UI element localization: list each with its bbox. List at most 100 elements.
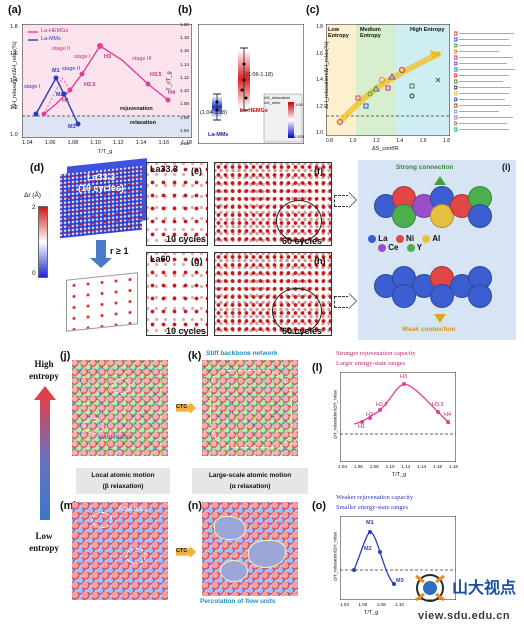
tick: 1.18: [180, 35, 189, 41]
colorbar-lo: 0.925: [294, 134, 305, 139]
arrow-h-to-i-icon: [334, 296, 349, 308]
ctc-arrow-bottom-icon: [176, 546, 196, 558]
legend-mm: La-MMs: [41, 36, 61, 42]
legend-ni: Ni: [406, 234, 415, 243]
tick: 1.14: [135, 140, 147, 146]
point-m2: M2: [56, 92, 64, 98]
panel-b-ylabel: T_r/T_g: [166, 71, 173, 91]
panel-c-legend: [453, 30, 520, 140]
entropy-arrowhead-icon: [34, 386, 56, 400]
middle-left-caption: Local atomic motion (β relaxation): [76, 468, 170, 494]
tick: 1.12: [180, 74, 189, 80]
tick: 1.08: [67, 140, 79, 146]
legend-dot-ni: [395, 234, 404, 243]
panel-o-xlabel: T/T_g: [364, 610, 379, 616]
panel-a-chart: La-HEMGs La-MMs stage I stage II stage I…: [21, 23, 193, 139]
arrow-f-to-i-icon: [334, 195, 349, 207]
strong-connection-label: Strong connection: [396, 164, 454, 171]
tick: 1.06: [353, 464, 363, 469]
panel-label-b: (b): [178, 4, 193, 16]
panel-e-title: La33.3: [150, 164, 179, 174]
point-h35: H3.5: [432, 402, 444, 408]
entropy-arrow-icon: [40, 398, 50, 520]
point-m1: M1: [52, 68, 60, 74]
panel-l-title1: Stronger rejuvenation capacity: [336, 350, 416, 357]
tick: 1.04: [340, 602, 349, 607]
tick: 1.4: [396, 138, 404, 144]
tick: 1.06: [180, 114, 189, 120]
panel-label-h: (h): [314, 256, 326, 266]
tick: 1.16: [433, 464, 443, 469]
panel-label-o: (o): [312, 500, 327, 512]
panel-o-svg: [339, 515, 457, 601]
panel-l-ylabel: ΔH_relaxation/ΔH_relax: [332, 389, 338, 440]
cube-label-text: La33.3 (10 cycles): [77, 172, 125, 193]
label-stage-hemg-2: stage II: [52, 46, 71, 52]
point-h4: H4: [444, 412, 452, 418]
panel-label-a: (a): [8, 4, 22, 16]
panel-m-caption: Flow units: [118, 506, 148, 513]
panel-d-colorbar: [38, 206, 48, 278]
tick: 1.06: [44, 140, 56, 146]
panel-k-title: Stiff backbone network: [206, 350, 278, 357]
legend-dot-y: [406, 243, 415, 252]
point-h2: H2: [366, 412, 374, 418]
tick: 1.4: [10, 78, 18, 84]
tick: 1.08: [376, 602, 386, 607]
panel-g-title: La60: [150, 254, 171, 264]
point-h35: H3.5: [150, 72, 162, 78]
tick: 1.18: [449, 464, 458, 469]
tick: 1.12: [113, 140, 124, 146]
panel-f-cycles: 60 cycles: [282, 236, 323, 246]
tick: 1.6: [10, 51, 18, 57]
tick: 1.10: [180, 88, 189, 94]
panel-j-region: [84, 418, 104, 434]
panel-label-i: (i): [502, 162, 511, 172]
legend-y: Y: [416, 243, 423, 252]
legend-dot-ce: [378, 243, 386, 252]
legend-la: La: [378, 234, 388, 243]
panel-label-n: (n): [188, 500, 203, 512]
panel-label-j: (j): [60, 350, 71, 362]
panel-l-svg: [339, 371, 457, 463]
tick: 1.04: [22, 140, 33, 146]
panel-j: [72, 360, 168, 456]
watermark-text: 山大视点: [452, 578, 517, 597]
down-arrow-weak-icon: [434, 314, 446, 323]
panel-c-chart: Low Entropy Medium Entropy High Entropy: [325, 23, 451, 137]
ctc-label-bottom: CTC: [176, 548, 188, 554]
panel-k-network: [210, 370, 292, 448]
panel-d-cube-label: La33.3 (10 cycles): [68, 172, 134, 194]
legend-ce: Ce: [388, 243, 399, 252]
panel-c-xlabel: ΔS_conf/R: [372, 146, 399, 152]
legend-al: Al: [432, 234, 441, 243]
panel-o-ylabel: ΔH_relaxation/ΔH_relax: [332, 531, 338, 582]
point-h1: H1: [62, 98, 70, 104]
panel-d-cbar-title: Δr (Å): [24, 192, 41, 199]
region-high-entropy: High Entropy: [410, 27, 445, 33]
panel-g-cycles: 10 cycles: [166, 326, 207, 336]
panel-e-cycles: 10 cycles: [166, 234, 207, 244]
panel-l-xticks: 1.04 1.06 1.08 1.10 1.12 1.14 1.16 1.18: [338, 464, 458, 469]
panel-c-yticks: 1.0 1.2 1.4 1.6 1.8: [316, 24, 323, 136]
tick: 1.18: [181, 140, 192, 146]
tick: 1.6: [419, 138, 427, 144]
category-mm: La-MMs: [208, 132, 229, 138]
tick: 0.8: [326, 138, 333, 144]
point-h25: H2.5: [376, 402, 388, 408]
tick: 1.16: [180, 48, 189, 54]
up-arrow-icon: [434, 176, 446, 185]
tick: 1.0: [349, 138, 357, 144]
panel-a-xticks: 1.04 1.06 1.08 1.10 1.12 1.14 1.16 1.18: [22, 140, 192, 146]
panel-e: [146, 162, 208, 246]
panel-label-l: (l): [312, 362, 323, 374]
tick: 1.2: [10, 105, 18, 111]
tick: 1.12: [401, 464, 411, 469]
panel-n-flow-unit: [214, 516, 246, 540]
panel-label-c: (c): [306, 4, 320, 16]
tick: 1.08: [369, 464, 379, 469]
down-arrow-icon: [96, 240, 106, 260]
tick: 1.14: [180, 61, 189, 67]
colorbar-title: ΔH_relaxation/ΔH_relax: [264, 95, 291, 105]
panel-c-ylabel: ΔH_relaxation/ΔH_relax(%): [324, 41, 330, 109]
